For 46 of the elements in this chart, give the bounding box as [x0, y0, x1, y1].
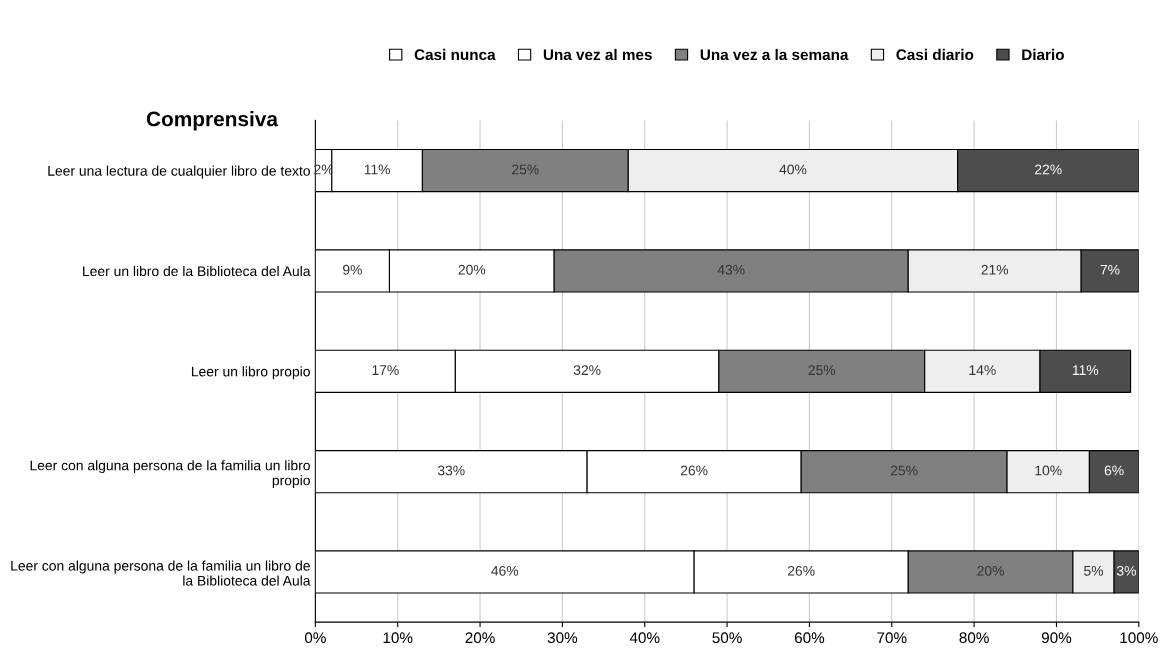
x-tick-label: 80%: [959, 632, 989, 644]
y-tick-label: Leer con alguna persona de la familia un libro propio: [30, 460, 310, 489]
y-tick-label: Leer un libro propio: [191, 366, 310, 380]
data-label: 22%: [1035, 164, 1062, 175]
x-tick-label: 10%: [383, 632, 413, 644]
legend-label: Una vez a la semana: [700, 48, 849, 61]
data-label: 33%: [437, 465, 465, 476]
x-tick-label: 20%: [465, 632, 495, 644]
data-label: 10%: [1035, 465, 1062, 476]
legend-label: Diario: [1022, 48, 1064, 61]
y-tick-label: Leer un libro de la Biblioteca del Aula: [83, 265, 311, 277]
x-tick-label: 60%: [794, 632, 825, 644]
data-label: 32%: [573, 365, 601, 376]
x-tick-label: 90%: [1041, 632, 1072, 644]
data-label: 20%: [977, 565, 1004, 576]
data-label: 43%: [717, 264, 745, 275]
x-tick-label: 70%: [877, 632, 907, 644]
data-label: 14%: [969, 365, 996, 375]
legend-label: Casi nunca: [414, 48, 496, 61]
chart-title: Comprensiva: [146, 111, 279, 131]
x-tick-label: 0%: [304, 632, 326, 644]
x-tick-label: 40%: [629, 632, 660, 644]
data-label: 40%: [779, 164, 807, 175]
x-tick-label: 30%: [547, 632, 578, 644]
data-label: 9%: [343, 264, 362, 275]
data-label: 20%: [458, 264, 486, 275]
legend-label: Una vez al mes: [543, 48, 652, 61]
data-label: 6%: [1104, 465, 1124, 476]
data-label: 11%: [1072, 365, 1099, 375]
data-label: 21%: [981, 264, 1009, 275]
y-tick-label: Leer con alguna persona de la familia un libro de la Biblioteca del Aula: [11, 560, 311, 586]
data-label: 26%: [680, 465, 708, 476]
data-label: 5%: [1084, 565, 1104, 576]
data-label: 25%: [512, 164, 539, 175]
x-tick-label: 50%: [712, 632, 742, 644]
data-label: 11%: [364, 164, 391, 175]
data-label: 25%: [808, 365, 836, 376]
data-label: 25%: [890, 465, 918, 476]
data-label: 26%: [787, 565, 815, 576]
data-label: 7%: [1100, 264, 1120, 275]
data-label: 46%: [491, 565, 519, 576]
data-label: 17%: [372, 365, 399, 375]
y-tick-label: Leer una lectura de cualquier libro de texto: [48, 165, 310, 179]
data-label: 3%: [1116, 565, 1136, 576]
legend-label: Casi diario: [896, 48, 974, 61]
x-tick-label: 100%: [1120, 632, 1158, 644]
